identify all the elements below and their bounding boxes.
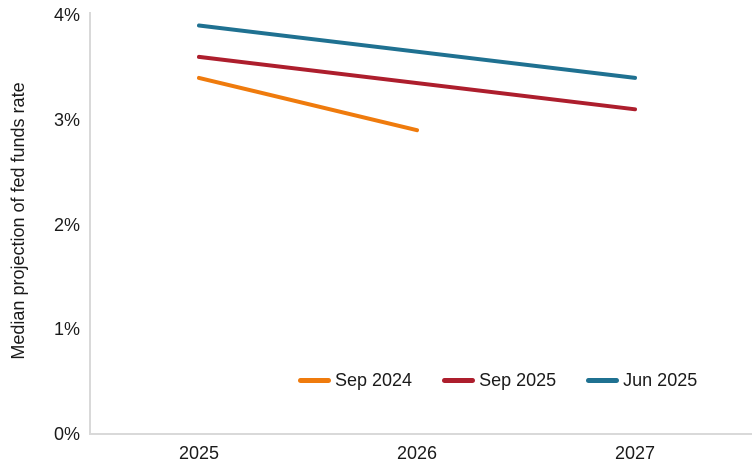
series-line-sep-2024 xyxy=(197,75,419,133)
legend-swatch-sep-2025 xyxy=(442,378,476,383)
y-tick-label: 1% xyxy=(53,319,80,340)
legend-label: Sep 2024 xyxy=(335,370,413,390)
series-line-jun-2025 xyxy=(197,23,637,80)
x-tick-label: 2026 xyxy=(396,443,438,463)
legend-item-sep-2024: Sep 2024 xyxy=(298,370,412,391)
y-tick-label: 2% xyxy=(53,214,80,235)
y-tick-label: 0% xyxy=(53,424,80,444)
legend-item-sep-2025: Sep 2025 xyxy=(442,370,556,391)
legend-swatch-jun-2025 xyxy=(586,378,620,383)
legend-swatch-sep-2024 xyxy=(298,378,331,383)
chart-legend: Sep 2024 Sep 2025 Jun 2025 xyxy=(298,370,697,391)
legend-item-jun-2025: Jun 2025 xyxy=(586,370,697,391)
series-line-sep-2025 xyxy=(197,54,637,112)
legend-label: Jun 2025 xyxy=(623,370,698,390)
x-tick-label: 2025 xyxy=(178,443,220,463)
legend-label: Sep 2025 xyxy=(479,370,557,390)
x-tick-label: 2027 xyxy=(614,443,656,463)
y-tick-label: 3% xyxy=(53,109,80,130)
y-tick-label: 4% xyxy=(53,5,80,25)
